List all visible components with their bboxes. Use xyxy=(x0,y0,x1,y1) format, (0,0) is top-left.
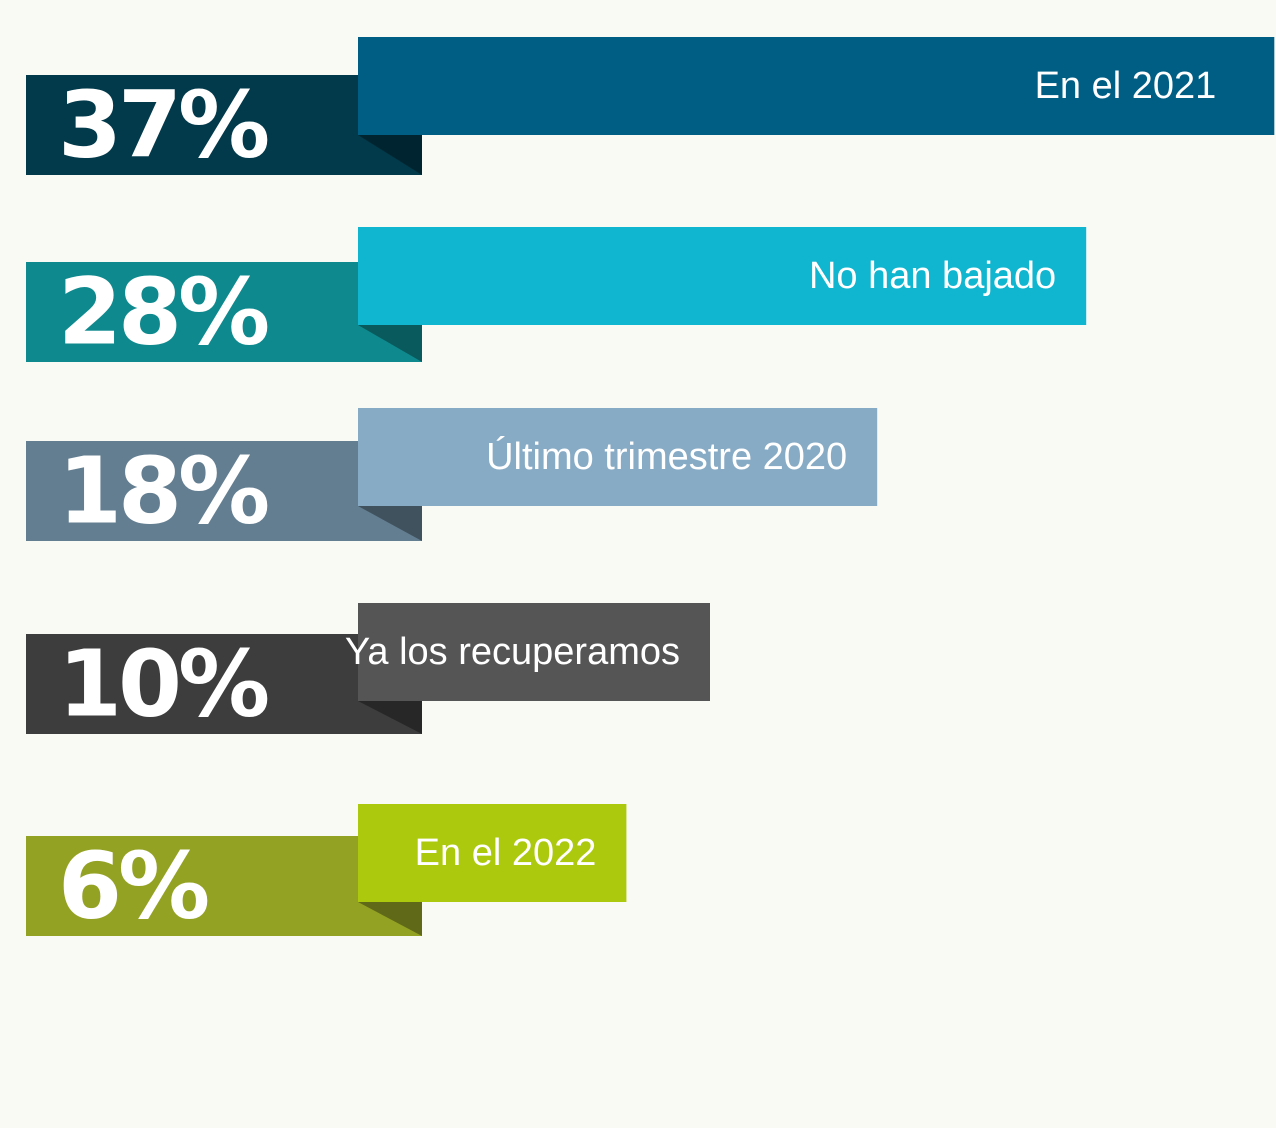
bar xyxy=(358,408,878,506)
bar xyxy=(358,603,710,701)
fold-shadow xyxy=(358,325,422,362)
value-tab xyxy=(26,75,422,175)
fold-shadow xyxy=(358,135,422,175)
category-label: Ya los recuperamos xyxy=(345,631,680,673)
value-label: 6% xyxy=(58,832,208,939)
value-tab xyxy=(26,836,422,936)
category-label: No han bajado xyxy=(809,255,1056,297)
value-tab xyxy=(26,262,422,362)
value-label: 18% xyxy=(58,437,268,544)
bar xyxy=(358,37,1275,135)
value-tab xyxy=(26,634,422,734)
value-label: 28% xyxy=(58,258,268,365)
fold-shadow xyxy=(358,902,422,936)
value-label: 37% xyxy=(58,71,268,178)
bar xyxy=(358,227,1087,325)
fold-shadow xyxy=(358,506,422,541)
category-label: En el 2022 xyxy=(415,832,597,874)
fold-shadow xyxy=(358,701,422,734)
value-label: 10% xyxy=(58,630,268,737)
value-tab xyxy=(26,441,422,541)
category-label: Último trimestre 2020 xyxy=(486,435,847,478)
category-label: En el 2021 xyxy=(1035,65,1217,107)
bar xyxy=(358,804,627,902)
